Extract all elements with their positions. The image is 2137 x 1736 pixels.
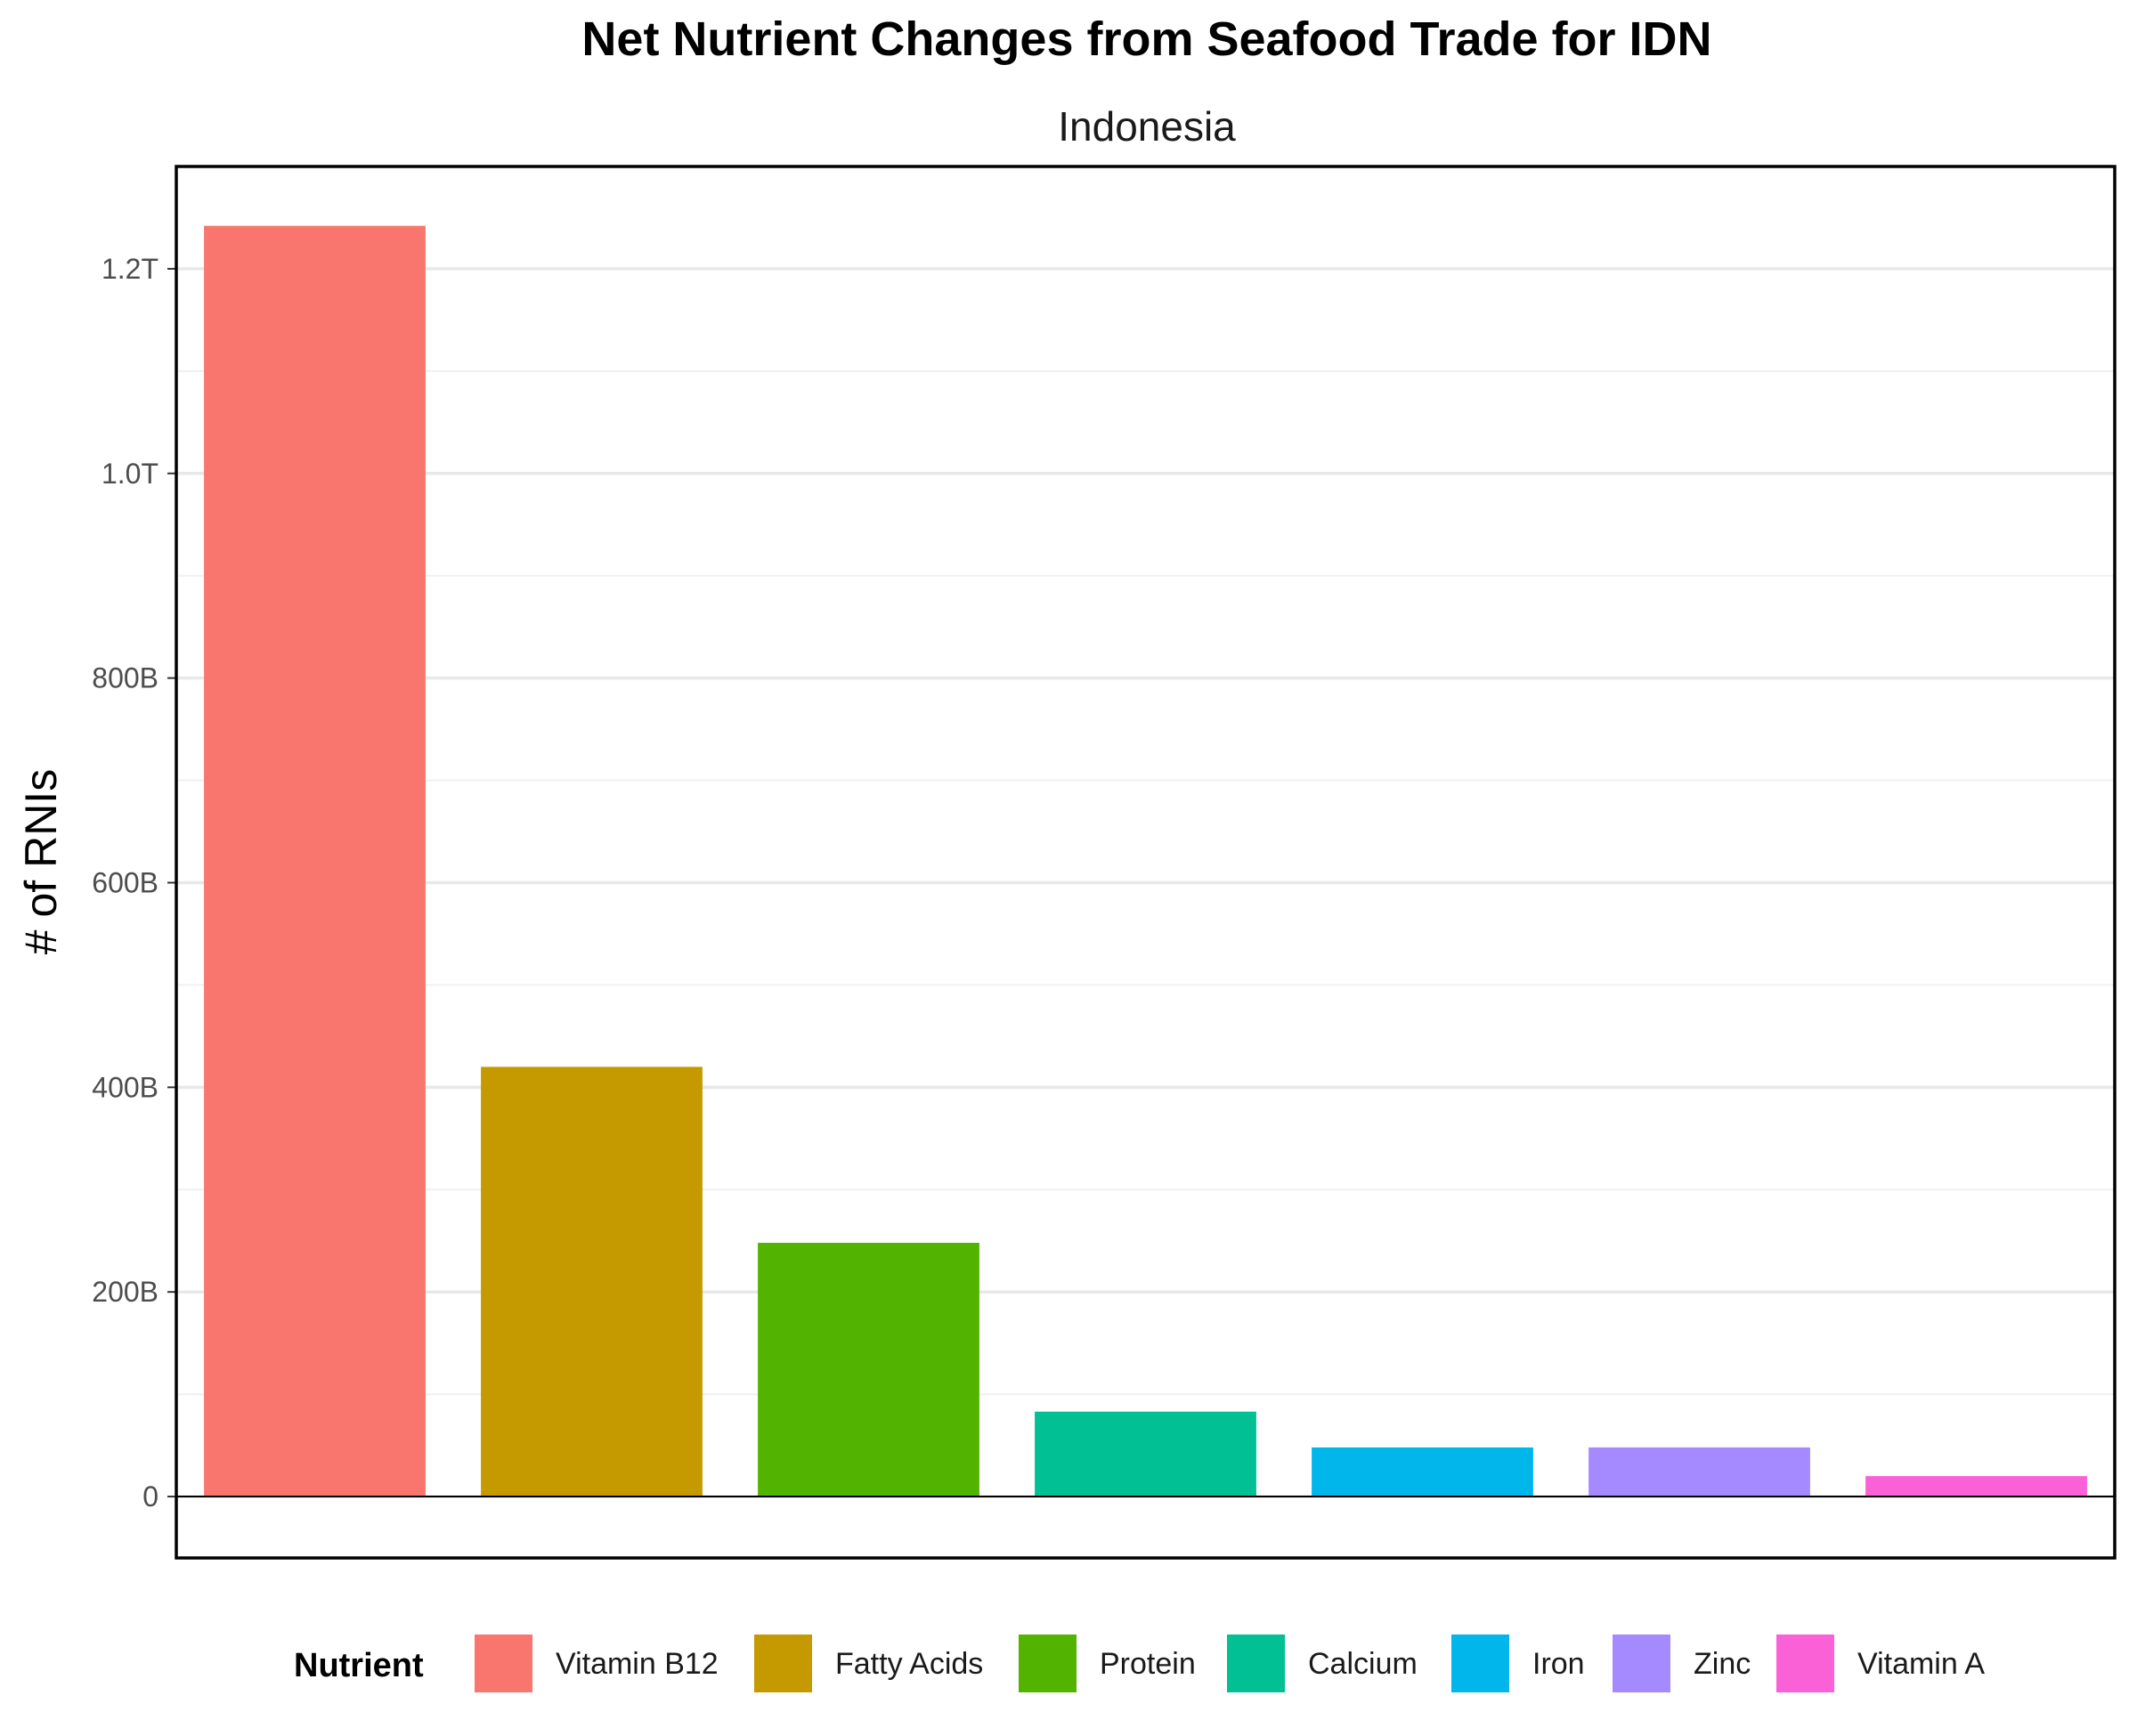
y-tick-label: 600B [92, 866, 158, 898]
legend-item: Calcium [1227, 1635, 1418, 1692]
legend-label: Vitamin B12 [556, 1647, 719, 1681]
chart-subtitle: Indonesia [1058, 103, 1236, 150]
legend-title: Nutrient [294, 1647, 424, 1684]
plot-panel-border [175, 165, 2117, 1560]
legend-key [1019, 1635, 1077, 1692]
bar-protein [758, 1243, 979, 1497]
y-tick-label: 200B [92, 1276, 158, 1308]
y-axis-label: # of RNIs [16, 769, 66, 954]
bar-vitamin-a [1865, 1476, 2087, 1497]
bars [204, 225, 2087, 1497]
legend-key [1613, 1635, 1670, 1692]
legend-item: Zinc [1613, 1635, 1751, 1692]
bar-iron [1312, 1447, 1533, 1497]
legend-key [1451, 1635, 1509, 1692]
legend-item: Iron [1451, 1635, 1585, 1692]
legend-key [1227, 1635, 1285, 1692]
legend-label: Zinc [1694, 1647, 1751, 1681]
bar-fatty-acids [481, 1067, 703, 1497]
legend: Nutrient Vitamin B12 Fatty Acids Protein Ca… [294, 1635, 1985, 1692]
y-tick-label: 1.2T [102, 253, 158, 285]
chart-title: Net Nutrient Changes from Seafood Trade … [581, 12, 1711, 66]
bar-vitamin-b12 [204, 225, 426, 1497]
legend-item: Fatty Acids [754, 1635, 983, 1692]
legend-label: Protein [1100, 1647, 1196, 1681]
legend-item: Protein [1019, 1635, 1196, 1692]
legend-item: Vitamin B12 [475, 1635, 719, 1692]
bar-zinc [1589, 1447, 1810, 1497]
legend-key [475, 1635, 532, 1692]
gridlines [176, 267, 2115, 1498]
y-tick-label: 800B [92, 662, 158, 694]
legend-key [1776, 1635, 1834, 1692]
bar-calcium [1035, 1411, 1256, 1497]
y-tick-label: 400B [92, 1071, 158, 1103]
legend-label: Iron [1532, 1647, 1585, 1681]
legend-item: Vitamin A [1776, 1635, 1985, 1692]
y-axis-ticks: 0 200B 400B 600B 800B 1.0T 1.2T [92, 253, 176, 1513]
legend-key [754, 1635, 812, 1692]
legend-label: Vitamin A [1857, 1647, 1985, 1681]
legend-label: Fatty Acids [835, 1647, 983, 1681]
legend-label: Calcium [1308, 1647, 1418, 1681]
y-tick-label: 0 [142, 1480, 158, 1513]
y-tick-label: 1.0T [102, 458, 158, 490]
